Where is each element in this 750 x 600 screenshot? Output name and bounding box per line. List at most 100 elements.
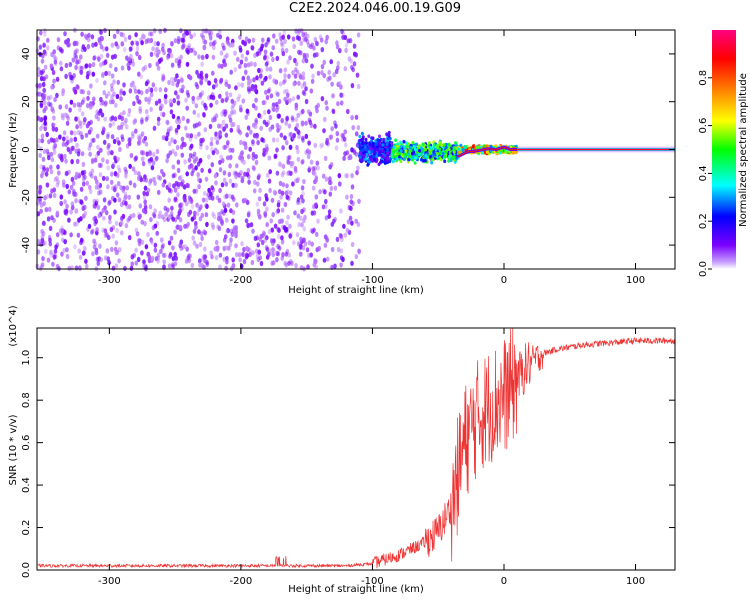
spectrogram-cell [153, 242, 158, 248]
spectrogram-cell [217, 197, 222, 204]
spectrogram-cell [97, 184, 101, 191]
spectrogram-cell [373, 158, 376, 162]
spectrogram-cell [48, 237, 52, 243]
spectrogram-cell [324, 198, 328, 205]
spectrogram-cell [57, 170, 61, 176]
spectrogram-cell [331, 93, 335, 99]
spectrogram-cell [112, 79, 116, 85]
spectrogram-cell [143, 185, 148, 191]
spectrogram-cell [152, 125, 157, 131]
spectrogram-cell [151, 46, 155, 52]
spectrogram-cell [96, 144, 100, 150]
spectrogram-cell [314, 194, 319, 200]
spectrogram-cell [399, 149, 403, 153]
spectrogram-cell [127, 65, 131, 71]
spectrogram-cell [107, 70, 112, 77]
spectrogram-cell [354, 254, 359, 260]
spectrogram-cell [278, 81, 283, 87]
spectrogram-cell [204, 28, 209, 34]
spectrogram-cell [270, 197, 275, 203]
spectrogram-cell [85, 123, 90, 129]
spectrogram-cell [282, 29, 287, 35]
spectrogram-cell [113, 197, 117, 203]
spectrogram-cell [194, 220, 198, 227]
spectrogram-cell [255, 181, 260, 187]
spectrogram-cell [131, 133, 135, 139]
spectrogram-cell [117, 114, 122, 120]
spectrogram-cell [164, 211, 168, 217]
spectrogram-cell [159, 103, 163, 109]
spectrogram-cell [372, 150, 376, 154]
spectrogram-cell [293, 210, 297, 216]
spectrogram-cell [108, 63, 113, 69]
spectrogram-cell [378, 149, 382, 154]
spectrogram-cell [201, 137, 205, 143]
spectrogram-cell [343, 34, 348, 41]
spectrogram-cell [172, 98, 176, 104]
spectrogram-cell [239, 107, 243, 113]
x-tick-label: -100 [361, 275, 384, 286]
spectrogram-cell [200, 54, 205, 60]
spectrogram-cell [179, 28, 183, 34]
spectrogram-cell [117, 140, 121, 146]
spectrogram-cell [288, 190, 293, 196]
spectrogram-cell [268, 114, 273, 121]
spectrogram-cell [158, 105, 163, 112]
spectrogram-cell [199, 79, 203, 85]
spectrogram-cell [368, 160, 371, 164]
spectrogram-cell [273, 249, 277, 255]
spectrogram-cell [92, 137, 96, 143]
spectrogram-cell [145, 151, 149, 157]
spectrogram-cell [208, 123, 213, 130]
spectrogram-cell [175, 144, 180, 151]
spectrogram-cell [399, 145, 403, 149]
spectrogram-cell [175, 73, 179, 79]
spectrogram-cell [194, 81, 199, 87]
spectrogram-cell [173, 76, 178, 83]
spectrogram-cell [261, 37, 265, 43]
spectrogram-cell [238, 130, 243, 136]
spectrogram-cell [286, 159, 291, 165]
spectrogram-cell [140, 156, 145, 162]
spectrogram-cell [147, 99, 151, 105]
spectrogram-cell [203, 246, 207, 252]
spectrogram-cell [185, 132, 189, 138]
spectrogram-cell [296, 30, 301, 36]
spectrogram-cell [180, 202, 185, 208]
spectrogram-cell [291, 36, 296, 42]
spectrogram-cell [110, 73, 115, 79]
spectrogram-cell [231, 182, 235, 188]
spectrogram-cell [294, 105, 299, 111]
spectrogram-cell [266, 37, 271, 43]
spectrogram-cell [304, 133, 309, 139]
y-tick-label: 0.0 [21, 562, 32, 578]
spectrogram-cell [274, 38, 279, 44]
spectrogram-cell [275, 250, 280, 257]
spectrogram-cell [500, 149, 504, 153]
spectrogram-cell [138, 203, 143, 209]
spectrogram-cell [77, 248, 81, 254]
spectrogram-cell [175, 118, 179, 124]
spectrogram-cell [166, 120, 170, 126]
spectrogram-cell [136, 134, 141, 140]
spectrogram-cell [263, 54, 268, 60]
spectrogram-cell [330, 246, 335, 253]
spectrogram-cell [43, 126, 48, 132]
spectrogram-cell [417, 152, 421, 157]
spectrogram-cell [159, 111, 164, 117]
spectrogram-cell [225, 143, 230, 149]
spectrogram-cell [295, 144, 299, 151]
spectrogram-cell [43, 28, 47, 34]
spectrogram-cell [167, 141, 172, 147]
spectrogram-cell [290, 115, 295, 121]
spectrogram-cell [113, 187, 117, 193]
spectrogram-cell [241, 98, 246, 104]
spectrogram-cell [137, 238, 141, 244]
spectrogram-cell [187, 157, 192, 163]
spectrogram-cell [251, 250, 255, 256]
spectrogram-cell [140, 131, 145, 137]
spectrogram-cell [177, 59, 182, 65]
spectrogram-cell [127, 194, 131, 200]
spectrogram-cell [93, 157, 98, 163]
